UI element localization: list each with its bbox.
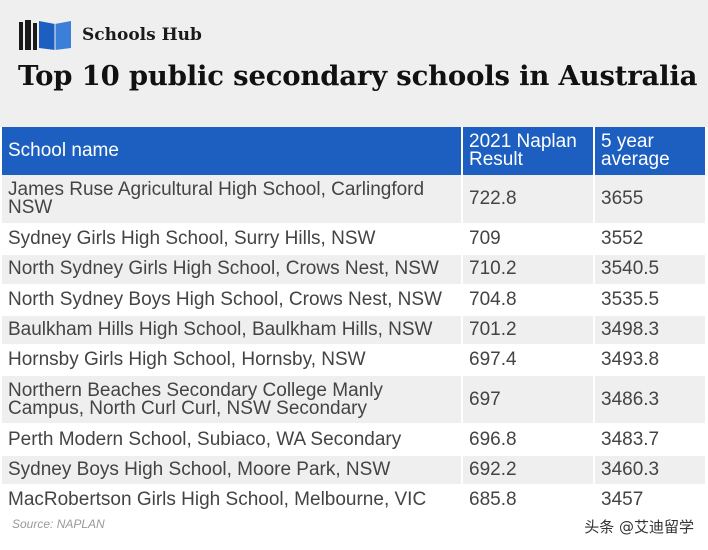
books-logo-icon: [19, 20, 71, 50]
table-row: MacRobertson Girls High School, Melbourn…: [2, 485, 705, 517]
five-year-average-cell: 3498.3: [594, 314, 705, 347]
watermark: 头条 @艾迪留学: [584, 518, 694, 536]
five-year-average-cell: 3540.5: [594, 254, 705, 286]
naplan-result-cell: 704.8: [462, 284, 595, 316]
naplan-result-cell: 709: [462, 224, 595, 256]
school-name-cell: James Ruse Agricultural High School, Car…: [2, 175, 463, 225]
school-name-cell: Baulkham Hills High School, Baulkham Hil…: [2, 314, 463, 347]
header-five-year-average: 5 year average: [594, 127, 705, 175]
five-year-average-cell: 3535.5: [594, 284, 705, 316]
naplan-result-cell: 722.8: [462, 175, 595, 225]
school-name-cell: Sydney Girls High School, Surry Hills, N…: [2, 224, 463, 256]
school-name-cell: Perth Modern School, Subiaco, WA Seconda…: [2, 424, 463, 456]
school-name-cell: MacRobertson Girls High School, Melbourn…: [2, 485, 463, 517]
table-row: Northern Beaches Secondary College Manly…: [2, 375, 705, 426]
table-row: North Sydney Girls High School, Crows Ne…: [2, 254, 705, 286]
five-year-average-cell: 3493.8: [594, 345, 705, 377]
table-row: Hornsby Girls High School, Hornsby, NSW …: [2, 345, 705, 377]
five-year-average-cell: 3460.3: [594, 454, 705, 487]
brand-name: Schools Hub: [82, 25, 202, 45]
naplan-result-cell: 697.4: [462, 345, 595, 377]
page-title: Top 10 public secondary schools in Austr…: [18, 60, 698, 92]
header-school-name: School name: [2, 127, 463, 175]
table-row: James Ruse Agricultural High School, Car…: [2, 175, 705, 225]
brand: Schools Hub: [18, 18, 202, 52]
table-header-row: School name 2021 Naplan Result 5 year av…: [2, 127, 705, 175]
five-year-average-cell: 3483.7: [594, 424, 705, 456]
schools-table: School name 2021 Naplan Result 5 year av…: [2, 127, 705, 517]
table-row: Sydney Boys High School, Moore Park, NSW…: [2, 454, 705, 487]
naplan-result-cell: 692.2: [462, 454, 595, 487]
table-row: Perth Modern School, Subiaco, WA Seconda…: [2, 424, 705, 456]
school-name-cell: North Sydney Boys High School, Crows Nes…: [2, 284, 463, 316]
school-name-cell: North Sydney Girls High School, Crows Ne…: [2, 254, 463, 286]
naplan-result-cell: 696.8: [462, 424, 595, 456]
source-note: Source: NAPLAN: [12, 517, 105, 531]
five-year-average-cell: 3655: [594, 175, 705, 225]
table-row: North Sydney Boys High School, Crows Nes…: [2, 284, 705, 316]
header-naplan-result: 2021 Naplan Result: [462, 127, 595, 175]
school-name-cell: Sydney Boys High School, Moore Park, NSW: [2, 454, 463, 487]
naplan-result-cell: 701.2: [462, 314, 595, 347]
school-name-cell: Northern Beaches Secondary College Manly…: [2, 375, 463, 426]
school-name-cell: Hornsby Girls High School, Hornsby, NSW: [2, 345, 463, 377]
naplan-result-cell: 697: [462, 375, 595, 426]
table-row: Sydney Girls High School, Surry Hills, N…: [2, 224, 705, 256]
naplan-result-cell: 685.8: [462, 485, 595, 517]
naplan-result-cell: 710.2: [462, 254, 595, 286]
five-year-average-cell: 3486.3: [594, 375, 705, 426]
five-year-average-cell: 3457: [594, 485, 705, 517]
five-year-average-cell: 3552: [594, 224, 705, 256]
table-row: Baulkham Hills High School, Baulkham Hil…: [2, 314, 705, 347]
header: Schools Hub Top 10 public secondary scho…: [0, 0, 708, 127]
